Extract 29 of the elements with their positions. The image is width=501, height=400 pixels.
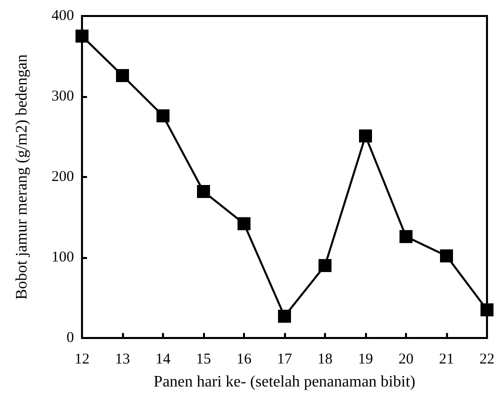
y-tick-label: 400 <box>52 8 74 24</box>
x-tick-label: 15 <box>196 352 211 368</box>
x-tick-label: 21 <box>439 352 454 368</box>
x-tick-label: 20 <box>398 352 414 368</box>
point <box>400 230 412 244</box>
point <box>359 129 372 142</box>
y-tick-label: 200 <box>52 169 74 185</box>
point <box>116 69 129 82</box>
point <box>480 303 494 316</box>
y-axis-title: Bobot jamur merang (g/m2) bedengan <box>14 54 30 300</box>
x-tick-label: 22 <box>480 352 494 368</box>
point <box>76 30 88 43</box>
point <box>440 249 453 262</box>
x-tick-label: 14 <box>156 352 171 368</box>
point <box>197 184 210 198</box>
point <box>238 217 250 230</box>
x-tick-label: 12 <box>74 352 90 368</box>
point <box>318 259 332 272</box>
point <box>278 310 291 323</box>
x-tick-label: 17 <box>277 352 292 368</box>
x-tick-label: 16 <box>236 352 252 368</box>
point <box>156 109 170 122</box>
x-tick-label: 19 <box>358 352 373 368</box>
y-tick-label: 300 <box>52 88 74 104</box>
x-tick-label: 13 <box>115 352 130 368</box>
x-axis-title: Panen hari ke- (setelah penanaman bibit) <box>154 374 416 390</box>
y-tick-label: 100 <box>52 250 74 266</box>
y-tick-label: 0 <box>66 330 74 346</box>
x-tick-label: 18 <box>318 352 332 368</box>
